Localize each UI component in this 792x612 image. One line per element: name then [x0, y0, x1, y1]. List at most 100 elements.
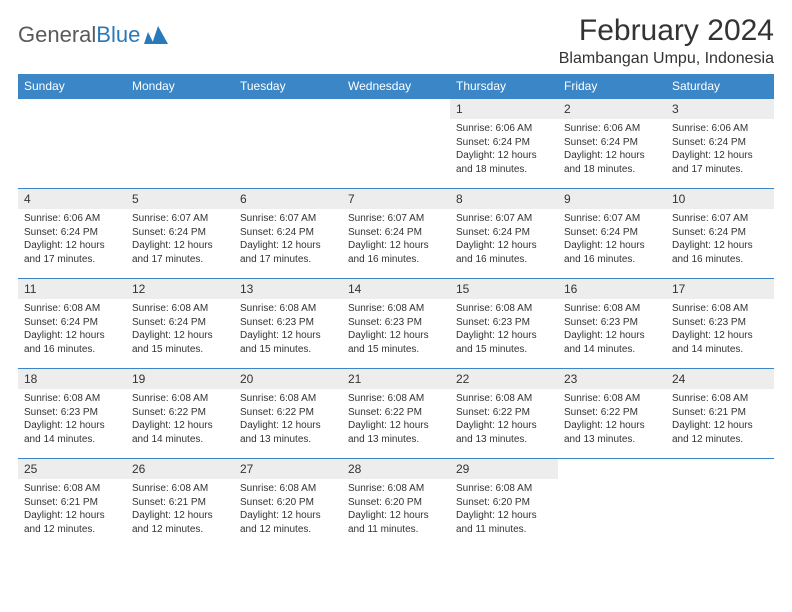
day-number: 7	[342, 189, 450, 209]
day-number: 23	[558, 369, 666, 389]
day-header: Tuesday	[234, 74, 342, 99]
day-details: Sunrise: 6:07 AMSunset: 6:24 PMDaylight:…	[666, 209, 774, 270]
calendar-cell: 10Sunrise: 6:07 AMSunset: 6:24 PMDayligh…	[666, 189, 774, 279]
day-details: Sunrise: 6:07 AMSunset: 6:24 PMDaylight:…	[450, 209, 558, 270]
day-number: 5	[126, 189, 234, 209]
day-details: Sunrise: 6:07 AMSunset: 6:24 PMDaylight:…	[126, 209, 234, 270]
calendar-cell: 16Sunrise: 6:08 AMSunset: 6:23 PMDayligh…	[558, 279, 666, 369]
day-details: Sunrise: 6:07 AMSunset: 6:24 PMDaylight:…	[558, 209, 666, 270]
calendar-cell: 9Sunrise: 6:07 AMSunset: 6:24 PMDaylight…	[558, 189, 666, 279]
day-number: 25	[18, 459, 126, 479]
day-number: 17	[666, 279, 774, 299]
calendar-cell: 13Sunrise: 6:08 AMSunset: 6:23 PMDayligh…	[234, 279, 342, 369]
title-block: February 2024 Blambangan Umpu, Indonesia	[559, 14, 774, 68]
calendar-week: 11Sunrise: 6:08 AMSunset: 6:24 PMDayligh…	[18, 279, 774, 369]
calendar-cell	[558, 459, 666, 549]
day-number: 24	[666, 369, 774, 389]
day-details: Sunrise: 6:08 AMSunset: 6:23 PMDaylight:…	[342, 299, 450, 360]
header: GeneralBlue February 2024 Blambangan Ump…	[18, 14, 774, 68]
day-details: Sunrise: 6:08 AMSunset: 6:23 PMDaylight:…	[18, 389, 126, 450]
day-details: Sunrise: 6:08 AMSunset: 6:22 PMDaylight:…	[342, 389, 450, 450]
day-details: Sunrise: 6:06 AMSunset: 6:24 PMDaylight:…	[18, 209, 126, 270]
calendar-cell: 15Sunrise: 6:08 AMSunset: 6:23 PMDayligh…	[450, 279, 558, 369]
calendar-cell: 23Sunrise: 6:08 AMSunset: 6:22 PMDayligh…	[558, 369, 666, 459]
day-details: Sunrise: 6:06 AMSunset: 6:24 PMDaylight:…	[558, 119, 666, 180]
day-number: 9	[558, 189, 666, 209]
day-details: Sunrise: 6:07 AMSunset: 6:24 PMDaylight:…	[234, 209, 342, 270]
day-number: 15	[450, 279, 558, 299]
calendar-cell: 5Sunrise: 6:07 AMSunset: 6:24 PMDaylight…	[126, 189, 234, 279]
calendar-cell	[342, 99, 450, 189]
calendar-week: 18Sunrise: 6:08 AMSunset: 6:23 PMDayligh…	[18, 369, 774, 459]
day-details: Sunrise: 6:08 AMSunset: 6:24 PMDaylight:…	[126, 299, 234, 360]
day-details: Sunrise: 6:08 AMSunset: 6:21 PMDaylight:…	[126, 479, 234, 540]
calendar-cell: 27Sunrise: 6:08 AMSunset: 6:20 PMDayligh…	[234, 459, 342, 549]
calendar-cell: 17Sunrise: 6:08 AMSunset: 6:23 PMDayligh…	[666, 279, 774, 369]
calendar-cell: 4Sunrise: 6:06 AMSunset: 6:24 PMDaylight…	[18, 189, 126, 279]
calendar-cell: 7Sunrise: 6:07 AMSunset: 6:24 PMDaylight…	[342, 189, 450, 279]
day-header: Wednesday	[342, 74, 450, 99]
day-details: Sunrise: 6:08 AMSunset: 6:21 PMDaylight:…	[666, 389, 774, 450]
calendar-cell: 21Sunrise: 6:08 AMSunset: 6:22 PMDayligh…	[342, 369, 450, 459]
day-number: 6	[234, 189, 342, 209]
day-details: Sunrise: 6:08 AMSunset: 6:20 PMDaylight:…	[234, 479, 342, 540]
day-details: Sunrise: 6:08 AMSunset: 6:24 PMDaylight:…	[18, 299, 126, 360]
calendar-cell	[18, 99, 126, 189]
calendar-week: 1Sunrise: 6:06 AMSunset: 6:24 PMDaylight…	[18, 99, 774, 189]
day-number: 10	[666, 189, 774, 209]
day-number: 13	[234, 279, 342, 299]
day-number: 16	[558, 279, 666, 299]
day-number: 18	[18, 369, 126, 389]
day-number: 14	[342, 279, 450, 299]
day-header: Monday	[126, 74, 234, 99]
calendar-cell	[666, 459, 774, 549]
day-number: 29	[450, 459, 558, 479]
calendar-cell: 20Sunrise: 6:08 AMSunset: 6:22 PMDayligh…	[234, 369, 342, 459]
calendar-cell: 14Sunrise: 6:08 AMSunset: 6:23 PMDayligh…	[342, 279, 450, 369]
day-header: Saturday	[666, 74, 774, 99]
calendar-week: 25Sunrise: 6:08 AMSunset: 6:21 PMDayligh…	[18, 459, 774, 549]
day-details: Sunrise: 6:06 AMSunset: 6:24 PMDaylight:…	[666, 119, 774, 180]
day-number: 26	[126, 459, 234, 479]
location-text: Blambangan Umpu, Indonesia	[559, 50, 774, 68]
calendar-body: 1Sunrise: 6:06 AMSunset: 6:24 PMDaylight…	[18, 99, 774, 549]
day-number: 21	[342, 369, 450, 389]
day-details: Sunrise: 6:08 AMSunset: 6:22 PMDaylight:…	[126, 389, 234, 450]
calendar-cell	[234, 99, 342, 189]
day-details: Sunrise: 6:07 AMSunset: 6:24 PMDaylight:…	[342, 209, 450, 270]
calendar-cell: 22Sunrise: 6:08 AMSunset: 6:22 PMDayligh…	[450, 369, 558, 459]
day-number: 1	[450, 99, 558, 119]
day-number: 12	[126, 279, 234, 299]
day-number: 11	[18, 279, 126, 299]
day-details: Sunrise: 6:08 AMSunset: 6:20 PMDaylight:…	[450, 479, 558, 540]
day-header: Friday	[558, 74, 666, 99]
brand-text-blue: Blue	[96, 22, 140, 48]
calendar-cell: 18Sunrise: 6:08 AMSunset: 6:23 PMDayligh…	[18, 369, 126, 459]
calendar-cell: 11Sunrise: 6:08 AMSunset: 6:24 PMDayligh…	[18, 279, 126, 369]
calendar-cell: 8Sunrise: 6:07 AMSunset: 6:24 PMDaylight…	[450, 189, 558, 279]
day-number: 27	[234, 459, 342, 479]
calendar-cell: 25Sunrise: 6:08 AMSunset: 6:21 PMDayligh…	[18, 459, 126, 549]
day-number: 28	[342, 459, 450, 479]
day-details: Sunrise: 6:08 AMSunset: 6:23 PMDaylight:…	[234, 299, 342, 360]
day-number: 8	[450, 189, 558, 209]
day-details: Sunrise: 6:08 AMSunset: 6:21 PMDaylight:…	[18, 479, 126, 540]
month-title: February 2024	[559, 14, 774, 48]
day-header: Sunday	[18, 74, 126, 99]
day-number: 3	[666, 99, 774, 119]
brand-flag-icon	[144, 26, 168, 44]
calendar-cell: 24Sunrise: 6:08 AMSunset: 6:21 PMDayligh…	[666, 369, 774, 459]
calendar-cell: 29Sunrise: 6:08 AMSunset: 6:20 PMDayligh…	[450, 459, 558, 549]
day-details: Sunrise: 6:08 AMSunset: 6:22 PMDaylight:…	[234, 389, 342, 450]
calendar-cell: 19Sunrise: 6:08 AMSunset: 6:22 PMDayligh…	[126, 369, 234, 459]
day-number: 4	[18, 189, 126, 209]
calendar-cell: 26Sunrise: 6:08 AMSunset: 6:21 PMDayligh…	[126, 459, 234, 549]
day-details: Sunrise: 6:08 AMSunset: 6:20 PMDaylight:…	[342, 479, 450, 540]
calendar-cell: 1Sunrise: 6:06 AMSunset: 6:24 PMDaylight…	[450, 99, 558, 189]
calendar-cell: 12Sunrise: 6:08 AMSunset: 6:24 PMDayligh…	[126, 279, 234, 369]
day-header: Thursday	[450, 74, 558, 99]
day-details: Sunrise: 6:08 AMSunset: 6:23 PMDaylight:…	[450, 299, 558, 360]
calendar-table: SundayMondayTuesdayWednesdayThursdayFrid…	[18, 74, 774, 549]
calendar-cell	[126, 99, 234, 189]
calendar-head: SundayMondayTuesdayWednesdayThursdayFrid…	[18, 74, 774, 99]
